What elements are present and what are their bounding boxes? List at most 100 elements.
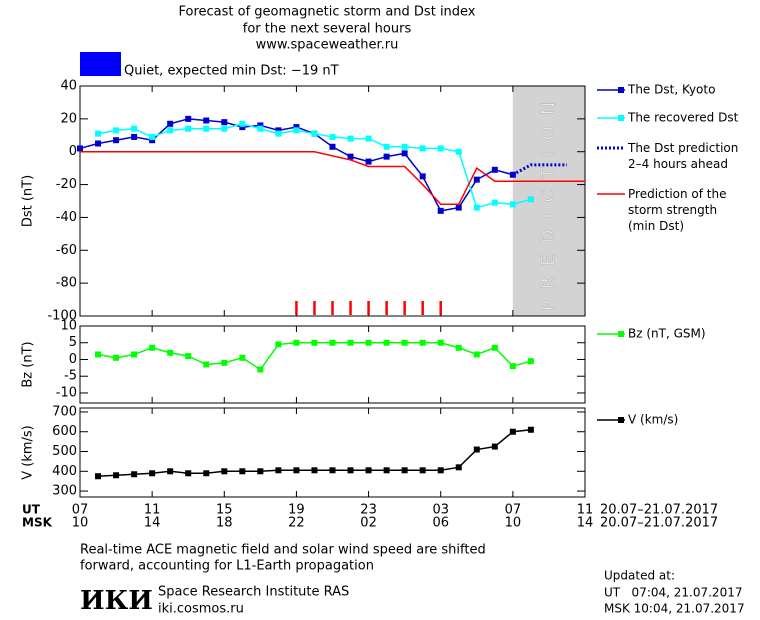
y-tick-label: 600 bbox=[52, 424, 77, 439]
point bbox=[221, 125, 228, 132]
plot-frame bbox=[79, 85, 586, 317]
point bbox=[257, 468, 264, 475]
x-tick-label: 06 bbox=[432, 516, 449, 531]
point bbox=[185, 353, 192, 360]
point bbox=[527, 196, 534, 203]
x-axis-label: UT bbox=[22, 503, 41, 517]
point bbox=[149, 137, 156, 144]
point bbox=[113, 472, 120, 479]
y-tick-label: 40 bbox=[60, 79, 77, 94]
point bbox=[455, 344, 462, 351]
point bbox=[383, 153, 390, 160]
y-tick-label: -40 bbox=[56, 210, 77, 225]
point bbox=[167, 127, 174, 134]
point bbox=[401, 143, 408, 150]
point bbox=[239, 468, 246, 475]
point bbox=[275, 130, 282, 137]
status-text: Quiet, expected min Dst: −19 nT bbox=[124, 64, 339, 79]
legend-entry: The recovered Dst bbox=[627, 111, 739, 125]
x-tick-label: 10 bbox=[505, 516, 522, 531]
point bbox=[491, 443, 498, 450]
series-line bbox=[97, 341, 532, 371]
point bbox=[365, 135, 372, 142]
point bbox=[203, 361, 210, 368]
legend-entry: The Dst prediction 2–4 hours ahead bbox=[627, 141, 738, 171]
point bbox=[113, 137, 120, 144]
note: forward, accounting for L1-Earth propaga… bbox=[80, 559, 374, 574]
legend-entry: Prediction of the storm strength (min Dst) bbox=[628, 187, 727, 233]
point bbox=[347, 153, 354, 160]
point bbox=[293, 127, 300, 134]
point bbox=[275, 127, 282, 134]
x-tick-label: 18 bbox=[216, 516, 233, 531]
point bbox=[185, 115, 192, 122]
point bbox=[257, 366, 264, 373]
point bbox=[275, 341, 282, 348]
point bbox=[239, 124, 246, 131]
point bbox=[347, 339, 354, 346]
legend-entry: Bz (nT, GSM) bbox=[628, 327, 706, 341]
y-axis-label: Bz (nT) bbox=[21, 341, 36, 387]
updated-ut: UT 07:04, 21.07.2017 bbox=[604, 586, 742, 600]
point bbox=[347, 467, 354, 474]
point bbox=[167, 120, 174, 127]
point bbox=[329, 339, 336, 346]
point bbox=[455, 204, 462, 211]
point bbox=[257, 122, 264, 129]
point bbox=[239, 354, 246, 361]
point bbox=[329, 143, 336, 150]
point bbox=[149, 344, 156, 351]
point bbox=[149, 133, 156, 140]
y-tick-label: 400 bbox=[52, 464, 77, 479]
point bbox=[419, 145, 426, 152]
y-tick-label: 20 bbox=[60, 111, 77, 126]
y-tick-label: -10 bbox=[56, 385, 77, 400]
title-line: for the next several hours bbox=[243, 22, 412, 37]
point bbox=[275, 467, 282, 474]
title-line: Forecast of geomagnetic storm and Dst in… bbox=[178, 5, 475, 20]
point bbox=[221, 359, 228, 366]
legend-entry: The Dst, Kyoto bbox=[627, 83, 715, 97]
point bbox=[311, 130, 318, 137]
point bbox=[167, 349, 174, 356]
x-tick-label: 22 bbox=[288, 516, 305, 531]
point bbox=[401, 467, 408, 474]
point bbox=[419, 467, 426, 474]
point bbox=[437, 467, 444, 474]
y-tick-label: -20 bbox=[56, 177, 77, 192]
y-tick-label: 300 bbox=[52, 484, 77, 499]
point bbox=[95, 473, 102, 480]
title-line: www.spaceweather.ru bbox=[256, 38, 399, 53]
prediction-label: PREDICTION bbox=[538, 91, 559, 311]
updated-msk: MSK 10:04, 21.07.2017 bbox=[604, 602, 745, 616]
point bbox=[95, 140, 102, 147]
y-tick-label: 0 bbox=[69, 352, 77, 367]
y-tick-label: 0 bbox=[69, 144, 77, 159]
point bbox=[293, 467, 300, 474]
y-tick-label: 500 bbox=[52, 444, 77, 459]
point bbox=[401, 150, 408, 157]
date-range: 20.07–21.07.2017 bbox=[600, 516, 718, 531]
point bbox=[473, 446, 480, 453]
point bbox=[491, 166, 498, 173]
point bbox=[311, 339, 318, 346]
point bbox=[149, 470, 156, 477]
plot-frame bbox=[79, 325, 586, 404]
legend-marker bbox=[618, 331, 624, 337]
point bbox=[527, 426, 534, 433]
x-tick-label: 02 bbox=[360, 516, 377, 531]
point bbox=[509, 363, 516, 370]
x-tick-label: 14 bbox=[144, 516, 161, 531]
x-tick-label: 11 bbox=[577, 503, 594, 518]
point bbox=[167, 468, 174, 475]
point bbox=[131, 471, 138, 478]
point bbox=[437, 145, 444, 152]
point bbox=[257, 125, 264, 132]
y-tick-label: -5 bbox=[64, 369, 77, 384]
legend-marker bbox=[618, 87, 624, 93]
legend-marker bbox=[618, 115, 624, 121]
point bbox=[509, 201, 516, 208]
point bbox=[203, 470, 210, 477]
x-tick-label: 19 bbox=[288, 503, 305, 518]
